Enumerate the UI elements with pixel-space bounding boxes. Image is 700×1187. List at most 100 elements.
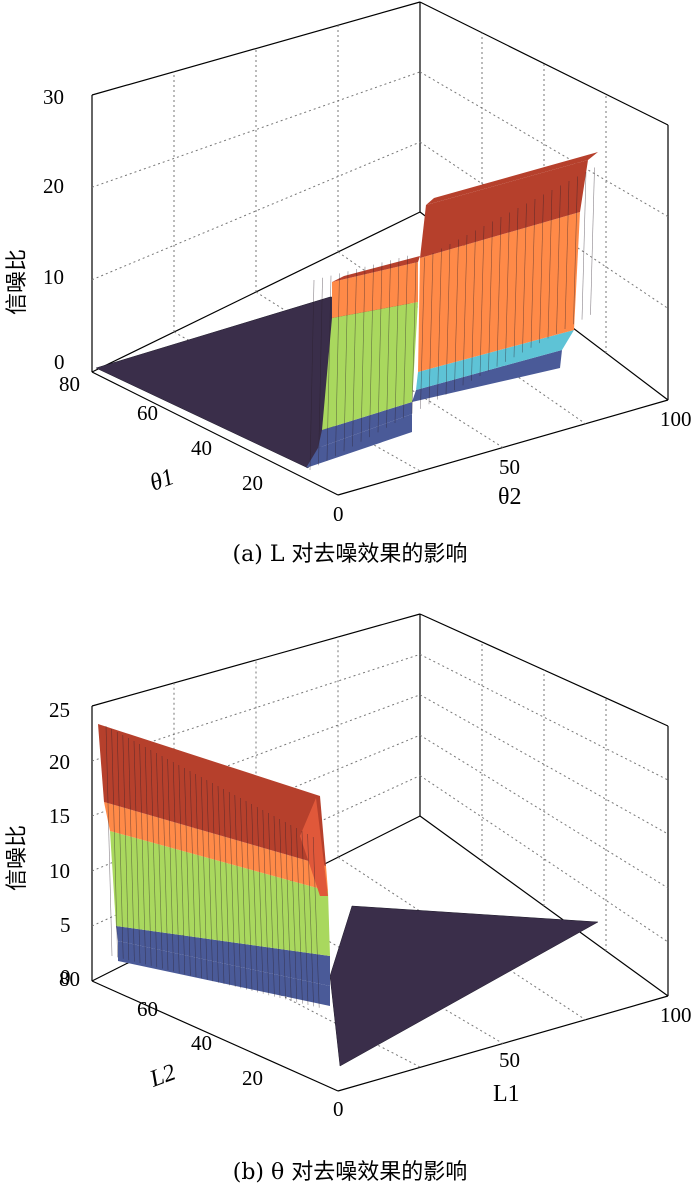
x-tick-label: 50 [499, 1048, 520, 1072]
mesh-line [513, 207, 519, 358]
grid-line [419, 694, 669, 835]
z-tick-label: 10 [43, 265, 64, 289]
chart-panel-b: 0 5 10 15 20 25 20 40 60 80 0 50 100 信噪比… [0, 596, 700, 1187]
caption-a: (a) L 对去噪效果的影响 [232, 542, 468, 567]
grid-line [91, 141, 421, 281]
mesh-line [307, 833, 314, 1007]
mesh-line [411, 261, 417, 414]
y-tick-labels-a: 20 40 60 80 [59, 372, 263, 495]
y-axis-label-b: L2 [146, 1059, 180, 1092]
mesh-line [496, 216, 502, 367]
surface-chart-a: 0 10 20 30 20 40 60 80 0 50 100 信噪比 θ1 θ… [5, 1, 692, 526]
mesh-line [228, 791, 236, 987]
mesh-line [326, 275, 332, 461]
mesh-line [150, 749, 158, 968]
mesh-line [573, 176, 578, 325]
mesh-line [360, 266, 366, 442]
z-tick-label: 10 [49, 859, 70, 883]
mesh-line [161, 755, 169, 971]
x-tick-label: 100 [660, 407, 692, 431]
mesh-line [488, 221, 493, 372]
mesh-line [335, 273, 340, 456]
mesh-line [251, 803, 258, 993]
y-tick-labels-b: 20 40 60 80 [59, 967, 263, 1090]
mesh-line [245, 800, 253, 992]
z-tick-label: 0 [60, 965, 71, 989]
mesh-line [139, 743, 146, 965]
surface-b [98, 724, 599, 1067]
y-tick-label: 40 [191, 436, 212, 460]
mesh-line [547, 189, 553, 339]
surface-band [322, 302, 418, 430]
x-axis-label-b: L1 [493, 1081, 520, 1107]
mesh-line [105, 725, 113, 957]
mesh-line [212, 782, 219, 983]
surface-band [416, 330, 574, 390]
surface-a [95, 152, 598, 471]
surface-band [318, 402, 412, 448]
y-axis-label-a: θ1 [146, 464, 177, 497]
x-tick-label: 100 [660, 1003, 692, 1027]
mesh-line [462, 234, 468, 386]
surface-band [420, 160, 588, 258]
mesh-line [156, 752, 163, 969]
mesh-line [312, 836, 320, 1008]
mesh-line [318, 277, 323, 466]
grid-line [419, 734, 669, 889]
mesh-line [240, 797, 247, 990]
y-tick-label: 80 [59, 967, 80, 991]
mesh-line [262, 809, 270, 996]
surface-band [412, 350, 562, 402]
grid-line [91, 71, 421, 188]
x-tick-label: 50 [499, 455, 520, 479]
mesh-line [352, 268, 357, 447]
mesh-line [394, 257, 400, 424]
surface-band [332, 262, 418, 318]
y-tick-label: 60 [137, 401, 158, 425]
z-tick-label: 0 [54, 350, 65, 374]
mesh-line [505, 212, 510, 362]
mesh-line [471, 230, 476, 381]
mesh-line [144, 746, 152, 966]
box-edge [91, 1, 421, 96]
y-tick-label: 20 [242, 1066, 263, 1090]
y-tick-label: 40 [191, 1031, 212, 1055]
mesh-line [530, 198, 536, 348]
mesh-line [479, 225, 485, 377]
mesh-line [403, 255, 408, 419]
z-tick-label: 20 [49, 750, 70, 774]
chart-panel-a: 0 10 20 30 20 40 60 80 0 50 100 信噪比 θ1 θ… [0, 0, 700, 590]
box-edge [91, 371, 339, 496]
mesh-line [122, 734, 130, 961]
z-tick-labels-a: 0 10 20 30 [43, 85, 65, 374]
z-axis-label-a: 信噪比 [5, 249, 30, 315]
mesh-line [256, 806, 264, 994]
mesh-line [172, 761, 180, 973]
grid-line [91, 734, 421, 872]
mesh-line [420, 257, 425, 409]
mesh-line [268, 812, 275, 997]
mesh-line [217, 785, 225, 985]
y-tick-label: 60 [137, 997, 158, 1021]
mesh-line [386, 260, 391, 428]
surface-band [306, 414, 412, 468]
mesh-line [223, 788, 230, 986]
z-tick-label: 25 [49, 698, 70, 722]
y-tick-label: 80 [59, 372, 80, 396]
mesh-line [195, 773, 202, 979]
mesh-line [343, 271, 349, 452]
mesh-line [539, 194, 544, 344]
x-tick-label: 0 [333, 1097, 344, 1121]
mesh-line [369, 264, 374, 438]
mesh-line [167, 758, 174, 972]
mesh-line [116, 731, 124, 959]
mesh-line [111, 728, 118, 958]
mesh-line [454, 239, 459, 391]
mesh-line [178, 764, 186, 975]
surface-chart-b: 0 5 10 15 20 25 20 40 60 80 0 50 100 信噪比… [5, 613, 692, 1121]
mesh-line [128, 737, 135, 962]
z-tick-label: 20 [43, 174, 64, 198]
mesh-line [284, 821, 292, 1001]
z-tick-labels-b: 0 5 10 15 20 25 [49, 698, 71, 989]
x-tick-labels-a: 0 50 100 [333, 407, 692, 526]
